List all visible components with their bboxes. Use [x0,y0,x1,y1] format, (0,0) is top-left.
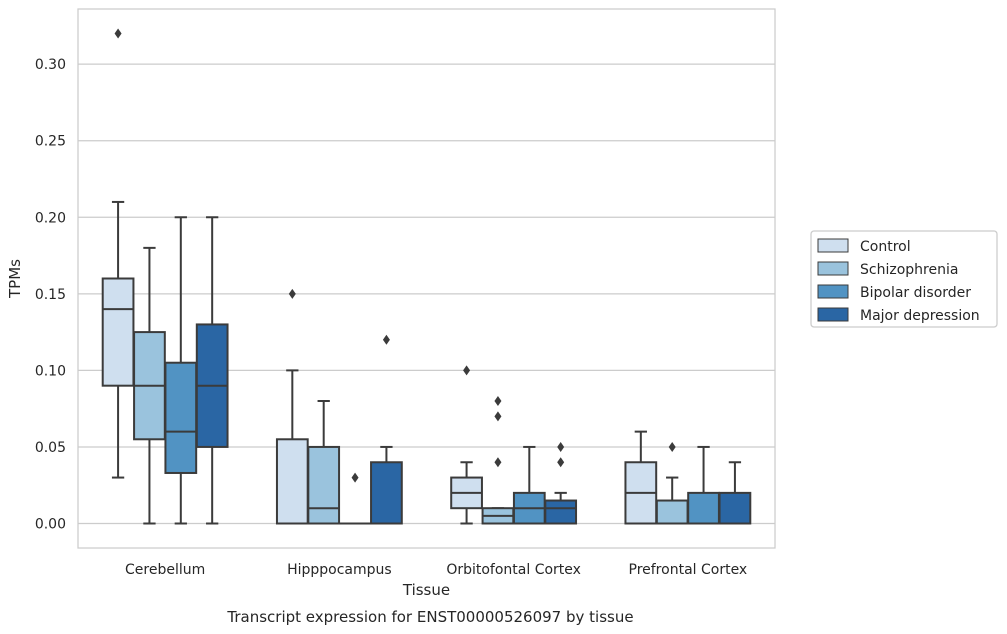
box-body [544,499,578,525]
legend-swatch [817,261,849,276]
box-bipolar-disorder [512,445,546,525]
box-body [370,461,403,525]
outlier-point [382,334,390,345]
x-tick-label: Prefrontal Cortex [629,562,748,578]
legend-swatch [817,284,849,299]
box-control [450,365,483,525]
y-tick-label: 0.15 [35,287,66,303]
chart-caption: Transcript expression for ENST0000052609… [226,608,633,626]
legend-frame [810,230,998,328]
legend-label: Bipolar disorder [860,285,971,301]
y-axis-ticks: 0.00 0.05 0.10 0.15 0.20 0.25 0.30 [35,57,66,532]
box-body [687,491,720,525]
box-body [164,361,198,474]
outlier-point [114,28,122,39]
box-schizophrenia [655,441,689,525]
legend-swatch [817,307,849,322]
boxes-layer [101,28,752,525]
y-tick-label: 0.10 [35,363,66,379]
plot-frame [77,8,776,549]
x-axis-ticks: Cerebellum Hipppocampus Orbitofontal Corte… [125,562,747,578]
x-tick-label: Hipppocampus [287,562,392,578]
box-schizophrenia [133,246,166,525]
y-axis-label: TPMs [6,259,24,299]
legend: Control Schizophrenia Bipolar disorder Majo… [810,230,998,328]
box-body [101,277,135,387]
y-tick-label: 0.25 [35,134,66,150]
box-bipolar-disorder [164,216,198,525]
box-major-depression [195,216,229,525]
box-major-depression [544,441,578,525]
box-major-depression [370,334,403,525]
outlier-point [288,288,296,299]
box-control [275,288,309,525]
outlier-point [494,396,502,406]
legend-label: Control [860,239,911,255]
x-axis-label: Tissue [402,581,450,599]
legend-label: Schizophrenia [860,262,958,278]
y-tick-label: 0.30 [35,57,66,73]
legend-swatch [817,238,849,253]
box-major-depression [718,461,752,525]
y-tick-label: 0.20 [35,210,66,226]
outlier-point [668,441,676,452]
legend-label: Major depression [860,308,980,324]
box-body [718,491,752,525]
box-schizophrenia [481,396,515,525]
box-body [275,438,309,525]
x-tick-label: Orbitofontal Cortex [446,562,581,578]
box-schizophrenia [307,400,341,525]
x-tick-label: Cerebellum [125,562,205,578]
outlier-point [494,457,502,468]
box-control [624,430,658,525]
outlier-point [557,457,565,468]
outlier-point [557,441,565,452]
box-bipolar-disorder [338,472,372,525]
box-body [307,445,341,525]
box-bipolar-disorder [687,445,720,525]
outlier-point [494,411,502,422]
outlier-point [463,365,471,376]
y-tick-label: 0.05 [35,440,66,456]
box-body [655,499,689,525]
outlier-point [351,472,359,483]
box-control [101,28,135,479]
y-tick-label: 0.00 [35,517,66,533]
